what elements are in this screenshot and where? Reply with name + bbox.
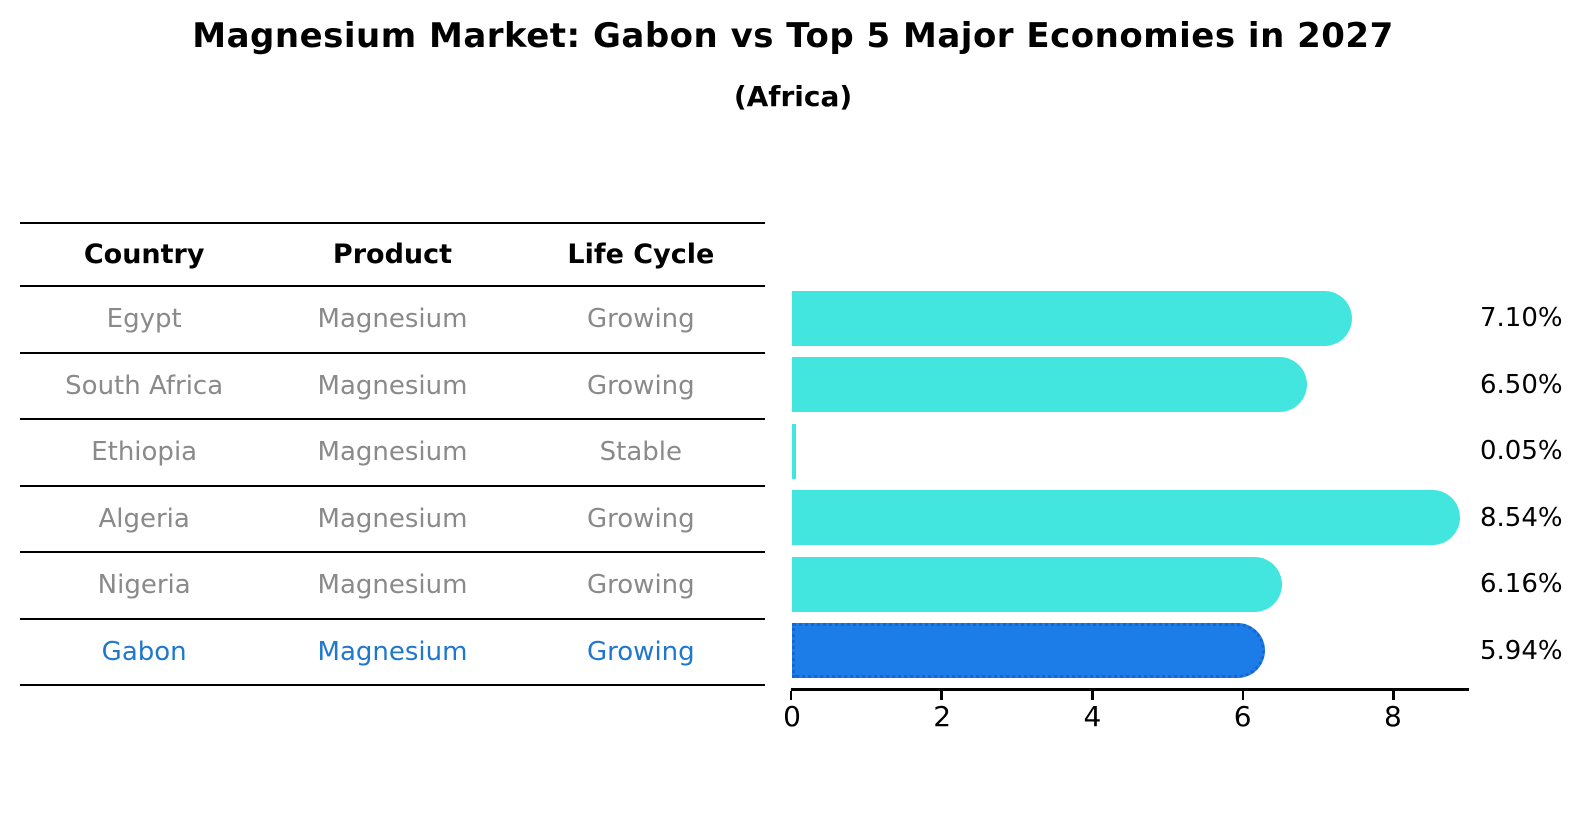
chart-title: Magnesium Market: Gabon vs Top 5 Major E… [192, 16, 1394, 56]
cell-country: Gabon [20, 618, 269, 686]
cell-product: Magnesium [268, 618, 517, 686]
bar-row [792, 618, 1468, 685]
cell-life-cycle: Growing [516, 352, 765, 420]
cell-country: Nigeria [20, 552, 269, 620]
bar-gabon-highlighted [792, 623, 1266, 678]
x-tick-label-6: 6 [1233, 700, 1252, 733]
cell-country: Algeria [20, 485, 269, 553]
x-tick-label-0: 0 [783, 700, 801, 733]
cell-country: Ethiopia [20, 419, 269, 487]
x-axis-tick [1091, 691, 1094, 700]
x-tick-label-2: 2 [933, 700, 952, 733]
bar-row [792, 285, 1468, 352]
x-axis-tick [1241, 691, 1245, 700]
cell-life-cycle: Growing [516, 286, 765, 354]
country-data-table: Country Product Life Cycle Egypt Magnesi… [20, 222, 765, 686]
table-header-row: Country Product Life Cycle [20, 223, 765, 287]
cell-product: Magnesium [268, 485, 517, 553]
bar-algeria [792, 490, 1461, 545]
table-row-ethiopia: Ethiopia Magnesium Stable [20, 419, 765, 487]
bar-row [792, 551, 1468, 618]
bar-south-africa [792, 357, 1308, 412]
bar-nigeria [792, 556, 1282, 612]
cell-life-cycle: Growing [516, 552, 765, 620]
x-axis-line [789, 688, 1469, 700]
value-label-nigeria: 6.16% [1480, 569, 1563, 600]
cell-life-cycle: Stable [516, 419, 765, 487]
bar-value-labels: 7.10% 6.50% 0.05% 8.54% 6.16% 5.94% [1480, 285, 1580, 684]
bar-row [792, 485, 1468, 552]
cell-product: Magnesium [268, 419, 517, 487]
x-axis-tick-labels: 0 2 4 6 8 [783, 700, 1468, 736]
chart-subtitle: (Africa) [733, 80, 853, 113]
value-label-egypt: 7.10% [1480, 303, 1563, 334]
table-row-gabon: Gabon Magnesium Growing [20, 618, 765, 686]
cell-product: Magnesium [268, 286, 517, 354]
bar-egypt [792, 290, 1353, 346]
cell-life-cycle: Growing [516, 485, 765, 553]
value-label-ethiopia: 0.05% [1480, 436, 1563, 467]
cell-country: South Africa [20, 352, 269, 420]
bar-row [792, 418, 1468, 485]
column-header-country: Country [20, 223, 269, 287]
cell-country: Egypt [20, 286, 269, 354]
value-label-algeria: 8.54% [1480, 502, 1563, 533]
value-label-south-africa: 6.50% [1480, 369, 1563, 400]
table-row-egypt: Egypt Magnesium Growing [20, 286, 765, 354]
bar-ethiopia [792, 423, 796, 479]
column-header-product: Product [268, 223, 517, 287]
column-header-life-cycle: Life Cycle [516, 223, 765, 287]
value-label-gabon: 5.94% [1480, 635, 1563, 666]
bar-row [792, 352, 1468, 419]
table-row-south-africa: South Africa Magnesium Growing [20, 352, 765, 420]
cell-life-cycle: Growing [516, 618, 765, 686]
cell-product: Magnesium [268, 352, 517, 420]
cell-product: Magnesium [268, 552, 517, 620]
x-axis-tick [789, 691, 793, 700]
x-tick-label-4: 4 [1083, 700, 1102, 733]
bar-chart-area [792, 285, 1468, 684]
x-tick-label-8: 8 [1383, 700, 1402, 733]
table-row-nigeria: Nigeria Magnesium Growing [20, 552, 765, 620]
x-axis-tick [1392, 691, 1395, 700]
table-row-algeria: Algeria Magnesium Growing [20, 485, 765, 553]
x-axis-tick [940, 691, 943, 700]
